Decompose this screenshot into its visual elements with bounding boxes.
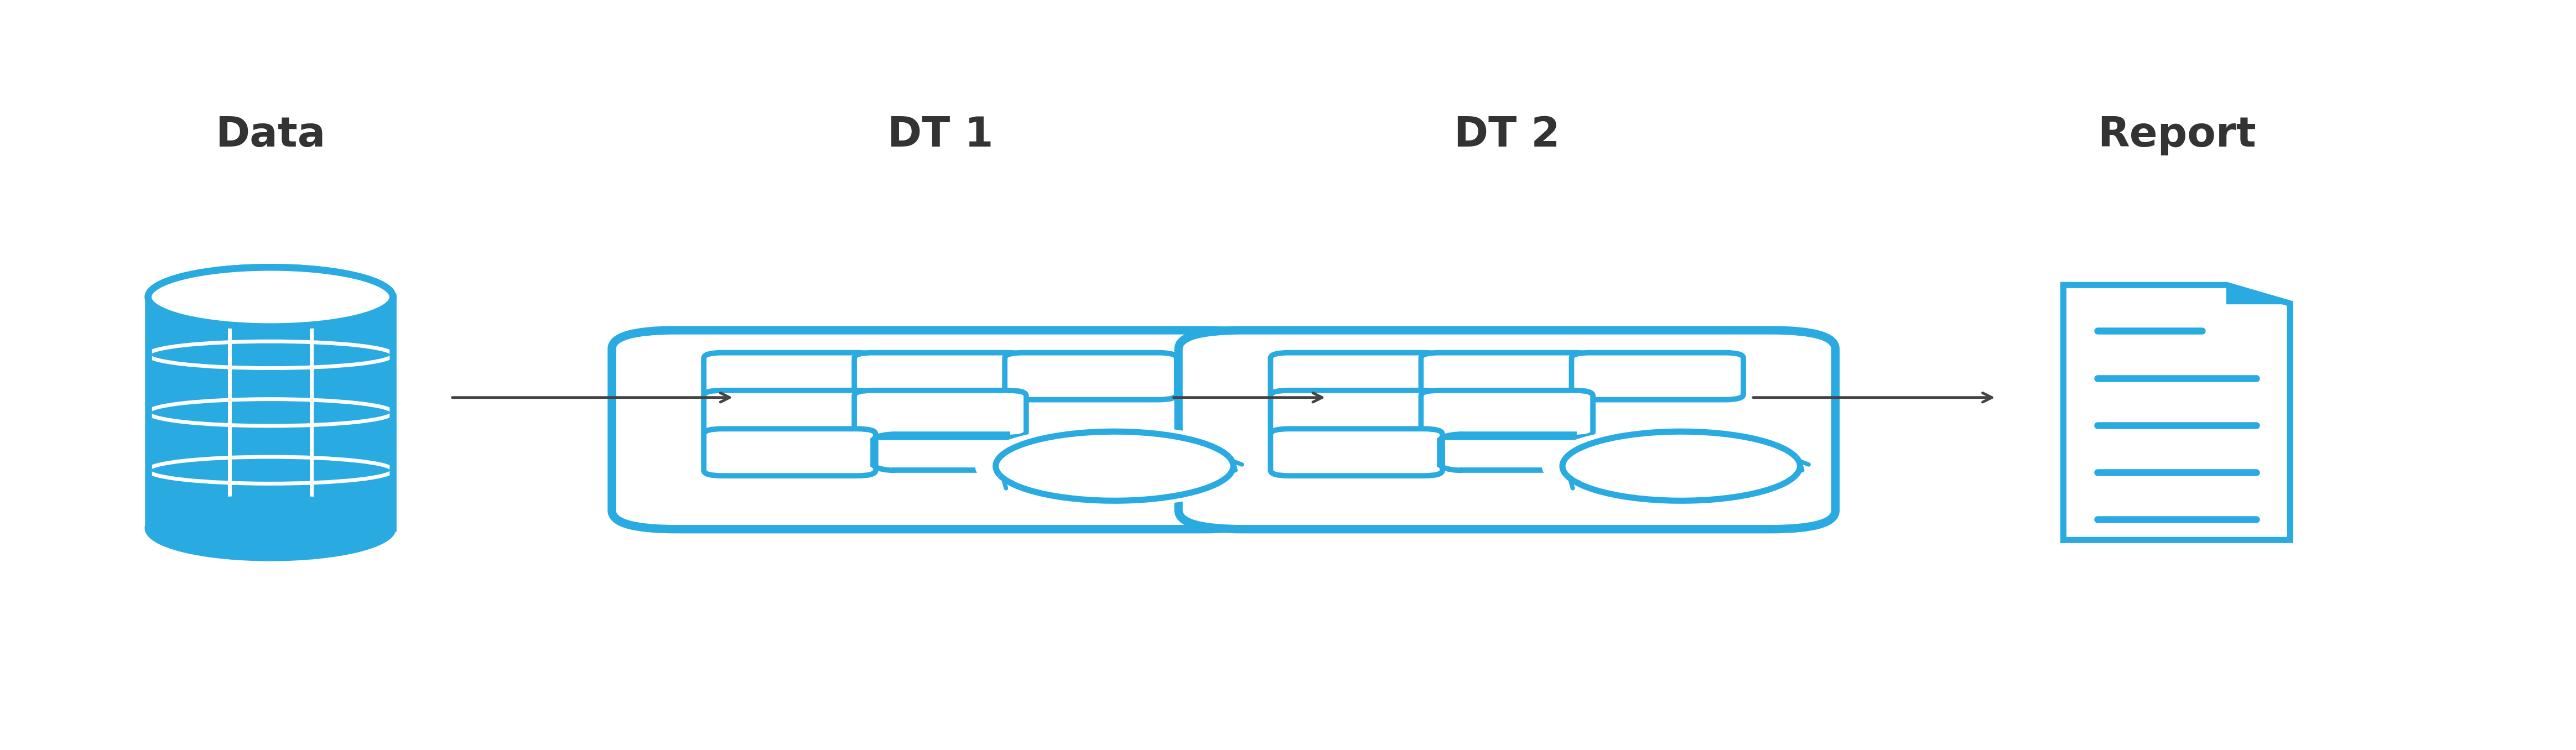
Bar	[147, 297, 392, 528]
Polygon shape	[2063, 285, 2290, 540]
FancyBboxPatch shape	[1177, 330, 1834, 530]
Circle shape	[1543, 425, 1821, 507]
Text: Report: Report	[2097, 115, 2257, 155]
FancyBboxPatch shape	[1571, 352, 1744, 400]
Ellipse shape	[147, 498, 392, 558]
FancyBboxPatch shape	[1270, 352, 1443, 400]
FancyBboxPatch shape	[1270, 390, 1443, 437]
Polygon shape	[2226, 285, 2290, 304]
Ellipse shape	[147, 498, 392, 558]
FancyBboxPatch shape	[1422, 390, 1592, 437]
Text: DT 2: DT 2	[1453, 115, 1561, 155]
FancyBboxPatch shape	[703, 429, 876, 476]
Ellipse shape	[147, 267, 392, 327]
FancyBboxPatch shape	[1422, 352, 1592, 400]
FancyBboxPatch shape	[703, 390, 876, 437]
FancyBboxPatch shape	[613, 330, 1267, 530]
Text: Data: Data	[216, 115, 325, 155]
FancyBboxPatch shape	[1005, 352, 1177, 400]
FancyBboxPatch shape	[855, 390, 1025, 437]
Ellipse shape	[147, 267, 392, 327]
FancyBboxPatch shape	[703, 352, 876, 400]
Text: DT 1: DT 1	[886, 115, 994, 155]
FancyBboxPatch shape	[855, 352, 1025, 400]
Circle shape	[976, 425, 1255, 507]
FancyBboxPatch shape	[1270, 429, 1443, 476]
